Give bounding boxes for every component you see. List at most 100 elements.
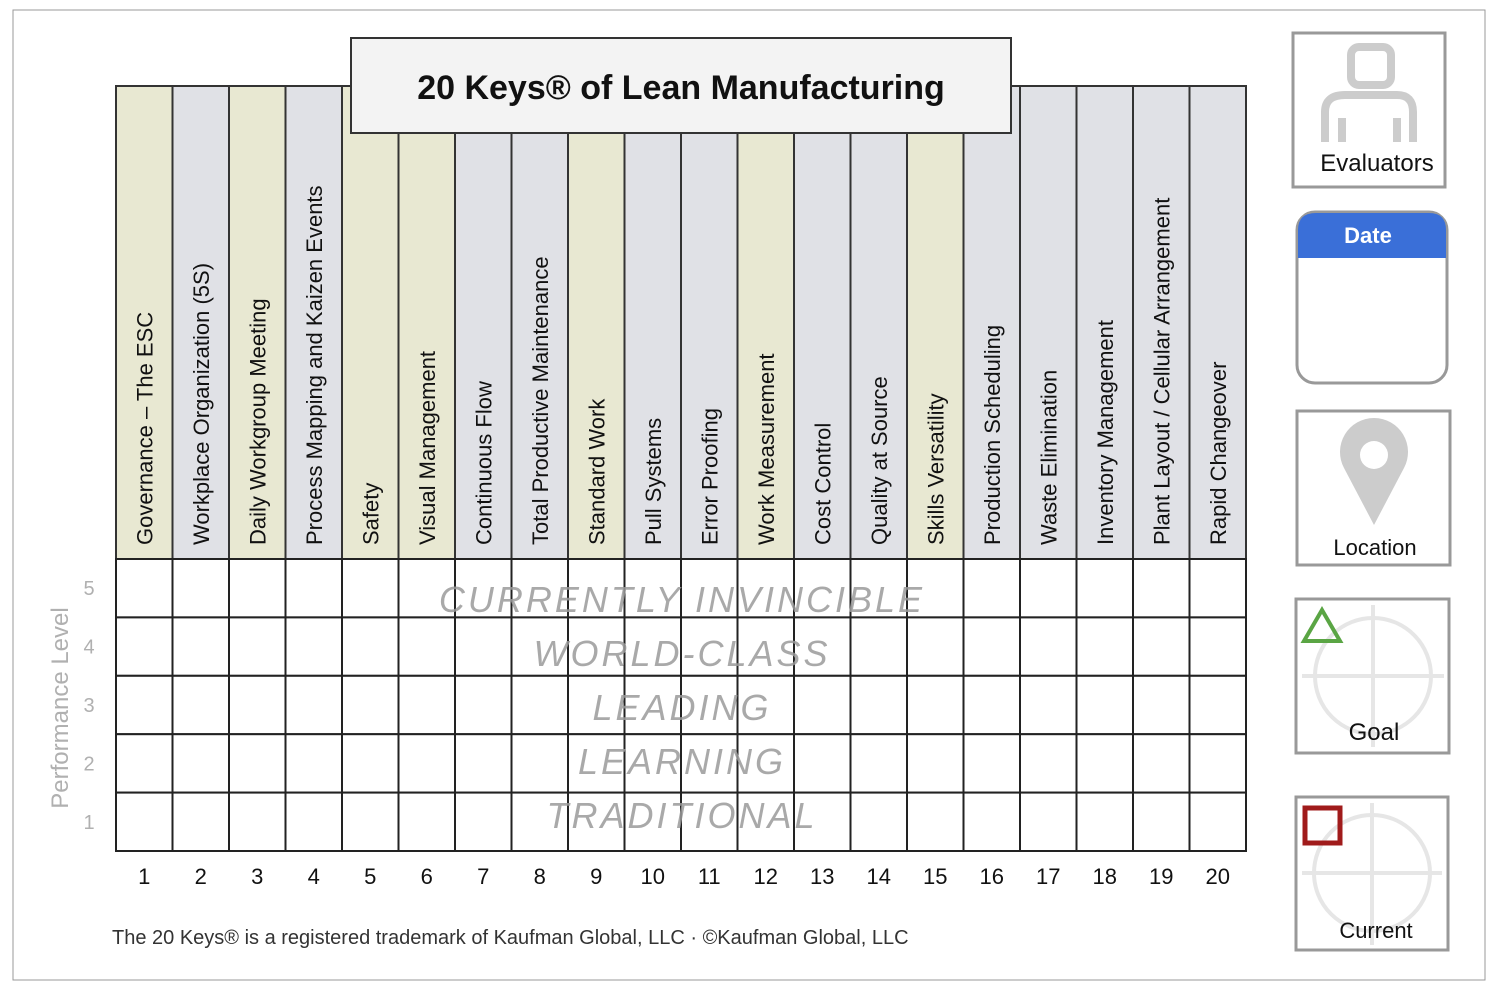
score-cell	[228, 616, 287, 677]
score-cell	[849, 791, 908, 852]
score-cell	[1188, 558, 1247, 619]
key-header	[1132, 85, 1191, 560]
score-cell	[962, 733, 1021, 794]
score-cell	[962, 616, 1021, 677]
score-cell	[906, 558, 965, 619]
score-cell	[680, 616, 739, 677]
score-cell	[906, 733, 965, 794]
key-label: Daily Workgroup Meeting	[245, 298, 270, 545]
key-header	[171, 85, 230, 560]
level-name: TRADITIONAL	[546, 795, 817, 836]
current-square	[1302, 805, 1343, 846]
score-cell	[397, 616, 456, 677]
level-number: 1	[83, 812, 94, 834]
score-cell	[454, 558, 513, 619]
score-cell	[793, 733, 852, 794]
score-cell	[962, 558, 1021, 619]
key-header	[115, 85, 174, 560]
score-cell	[284, 791, 343, 852]
score-cell	[228, 674, 287, 736]
score-cell	[341, 733, 400, 794]
score-cell	[510, 558, 569, 619]
score-cell	[1019, 674, 1078, 736]
key-header	[680, 85, 739, 560]
key-label: Waste Elimination	[1036, 370, 1061, 545]
key-number: 5	[364, 864, 376, 889]
level-number: 2	[83, 753, 94, 775]
key-number: 2	[195, 864, 207, 889]
score-cell	[171, 558, 230, 619]
key-label: Quality at Source	[867, 376, 892, 545]
key-number: 14	[867, 864, 891, 889]
score-cell	[793, 791, 852, 852]
score-cell	[623, 616, 682, 677]
score-cell	[171, 674, 230, 736]
score-cell	[736, 733, 795, 794]
key-header	[962, 85, 1021, 560]
score-cell	[171, 733, 230, 794]
score-cell	[793, 674, 852, 736]
score-cell	[115, 791, 174, 852]
key-number: 10	[641, 864, 665, 889]
key-label: Pull Systems	[641, 418, 666, 545]
key-label: Work Measurement	[754, 353, 779, 545]
score-cell	[1075, 558, 1134, 619]
score-cell	[284, 558, 343, 619]
key-label: Process Mapping and Kaizen Events	[302, 185, 327, 545]
score-cell	[849, 733, 908, 794]
key-label: Governance – The ESC	[132, 312, 157, 545]
location-label: Location	[1333, 535, 1416, 560]
level-number: 5	[83, 578, 94, 600]
person-icon	[1321, 43, 1417, 142]
date-label: Date	[1344, 223, 1392, 248]
score-cell	[1188, 791, 1247, 852]
score-cell	[115, 733, 174, 794]
score-cell	[1132, 616, 1191, 677]
key-label: Cost Control	[810, 423, 835, 545]
score-cell	[284, 674, 343, 736]
score-cell	[510, 791, 569, 852]
score-cell	[906, 791, 965, 852]
key-header	[1188, 85, 1247, 560]
key-number: 1	[138, 864, 150, 889]
score-cell	[623, 558, 682, 619]
score-cell	[510, 733, 569, 794]
key-header	[1075, 85, 1134, 560]
key-number: 4	[308, 864, 320, 889]
score-cell	[341, 558, 400, 619]
key-number: 3	[251, 864, 263, 889]
score-cell	[1075, 791, 1134, 852]
pin-hole	[1360, 441, 1388, 469]
score-cell	[567, 733, 626, 794]
score-cell	[736, 674, 795, 736]
score-cell	[284, 733, 343, 794]
key-label: Continuous Flow	[471, 381, 496, 545]
score-cell	[171, 616, 230, 677]
key-label: Skills Versatility	[923, 393, 948, 545]
key-label: Production Scheduling	[980, 325, 1005, 545]
key-header	[906, 85, 965, 560]
score-cell	[736, 791, 795, 852]
key-label: Total Productive Maintenance	[528, 256, 553, 545]
score-cell	[906, 674, 965, 736]
score-cell	[284, 616, 343, 677]
footer: The 20 Keys® is a registered trademark o…	[112, 927, 909, 949]
score-cell	[906, 616, 965, 677]
target-icon	[1302, 803, 1442, 945]
key-label: Standard Work	[584, 398, 609, 545]
key-header	[341, 85, 400, 560]
key-label: Plant Layout / Cellular Arrangement	[1149, 198, 1174, 545]
score-cell	[454, 616, 513, 677]
evaluators-box	[1291, 31, 1447, 189]
score-cell	[962, 791, 1021, 852]
goal-triangle	[1300, 606, 1344, 643]
score-cell	[962, 674, 1021, 736]
key-header	[623, 85, 682, 560]
key-number: 12	[754, 864, 778, 889]
y-label: Performance Level	[47, 607, 74, 808]
score-cell	[1019, 791, 1078, 852]
score-cell	[397, 674, 456, 736]
evaluators-label: Evaluators	[1320, 150, 1433, 177]
score-cell	[680, 733, 739, 794]
key-label: Rapid Changeover	[1206, 362, 1231, 545]
